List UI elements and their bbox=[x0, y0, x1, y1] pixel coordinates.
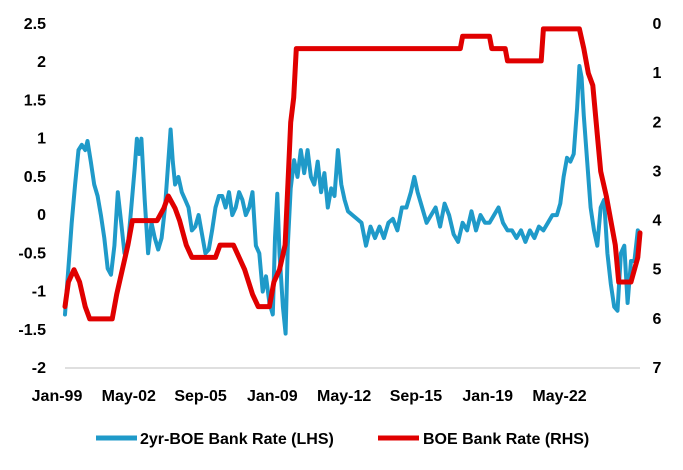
x-tick-label: May-02 bbox=[102, 388, 156, 405]
legend: 2yr-BOE Bank Rate (LHS) BOE Bank Rate (R… bbox=[96, 431, 589, 448]
series-line-boe-bank-rate bbox=[62, 26, 643, 322]
series-line-2yr-boe-bank-rate bbox=[63, 64, 640, 336]
left-tick-label: 1.5 bbox=[24, 92, 46, 109]
legend-label-2yr-boe-bank-rate: 2yr-BOE Bank Rate (LHS) bbox=[140, 431, 334, 448]
left-tick-label: -2 bbox=[32, 360, 46, 377]
right-tick-label: 7 bbox=[653, 360, 662, 377]
right-tick-label: 2 bbox=[653, 114, 662, 131]
left-tick-label: 2.5 bbox=[24, 16, 46, 33]
x-tick-label: Jan-99 bbox=[32, 388, 83, 405]
left-tick-label: -0.5 bbox=[18, 245, 46, 262]
x-tick-label: Sep-15 bbox=[390, 388, 443, 405]
right-axis-ticks: 0 1 2 3 4 5 6 7 bbox=[653, 16, 662, 377]
left-tick-label: 0 bbox=[37, 207, 46, 224]
right-tick-label: 1 bbox=[653, 65, 662, 82]
left-tick-label: -1.5 bbox=[18, 322, 46, 339]
left-tick-label: 0.5 bbox=[24, 169, 46, 186]
series-layer bbox=[62, 26, 643, 336]
x-axis-ticks: Jan-99 May-02 Sep-05 Jan-09 May-12 Sep-15 Jan-… bbox=[32, 388, 587, 405]
x-tick-label: May-22 bbox=[532, 388, 586, 405]
right-tick-label: 0 bbox=[653, 16, 662, 33]
legend-label-boe-bank-rate: BOE Bank Rate (RHS) bbox=[423, 431, 589, 448]
right-tick-label: 5 bbox=[653, 262, 662, 279]
right-tick-label: 6 bbox=[653, 311, 662, 328]
left-tick-label: 2 bbox=[37, 54, 46, 71]
x-tick-label: Jan-19 bbox=[462, 388, 513, 405]
right-tick-label: 3 bbox=[653, 163, 662, 180]
x-tick-label: May-12 bbox=[317, 388, 371, 405]
left-axis-ticks: 2.5 2 1.5 1 0.5 0 -0.5 -1 -1.5 -2 bbox=[18, 16, 46, 377]
right-tick-label: 4 bbox=[653, 213, 662, 230]
x-tick-label: Sep-05 bbox=[174, 388, 227, 405]
left-tick-label: -1 bbox=[32, 284, 46, 301]
left-tick-label: 1 bbox=[37, 131, 46, 148]
x-tick-label: Jan-09 bbox=[247, 388, 298, 405]
